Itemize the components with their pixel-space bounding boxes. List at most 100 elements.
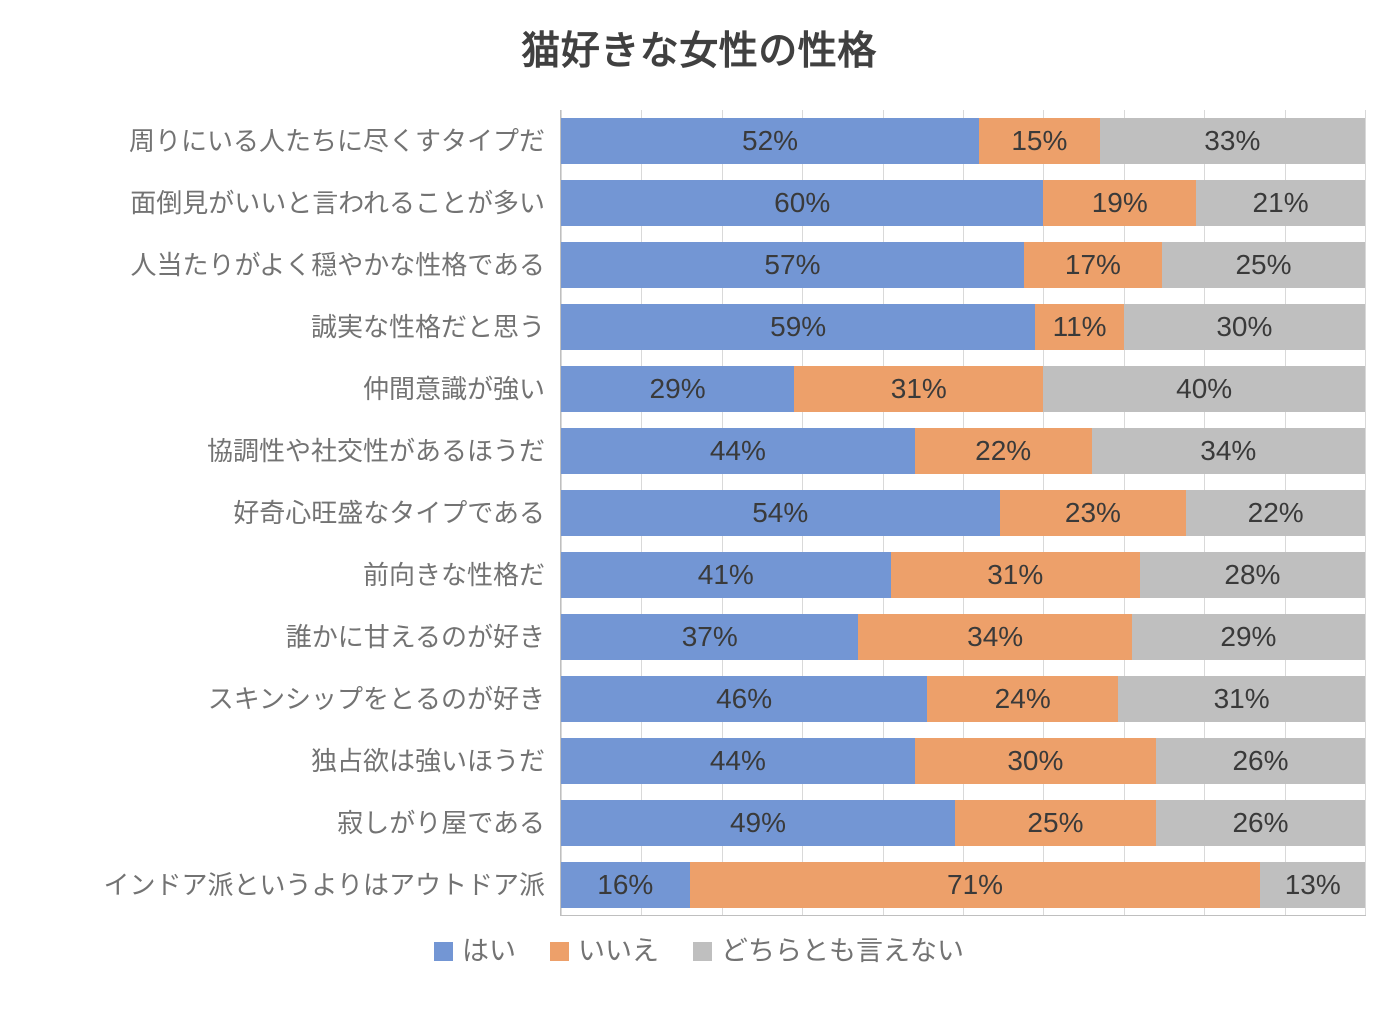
bar-segment: 31%: [794, 366, 1044, 412]
bar-value-label: 13%: [1284, 869, 1341, 900]
bar-value-label: 15%: [1011, 125, 1068, 156]
bar-segment: 11%: [1035, 304, 1124, 350]
stacked-bar: 16% 71% 13%: [561, 862, 1365, 908]
chart-legend: はい いいえ どちらとも言えない: [0, 938, 1398, 965]
stacked-bar: 46% 24% 31%: [561, 676, 1365, 722]
category-label: 人当たりがよく穏やかな性格である: [130, 250, 545, 280]
legend-label: どちらとも言えない: [721, 936, 964, 966]
bar-value-label: 25%: [1235, 249, 1292, 280]
plot-area: 周りにいる人たちに尽くすタイプだ 52% 15% 33% 面倒見がいいと言われることが多…: [0, 110, 1398, 916]
bar-segment: 29%: [561, 366, 795, 412]
bar-value-label: 60%: [774, 187, 831, 218]
stacked-bar: 44% 30% 26%: [561, 738, 1365, 784]
bar-row: インドア派というよりはアウトドア派 16% 71% 13%: [0, 862, 1398, 924]
bar-value-label: 37%: [681, 621, 738, 652]
bar-segment: 34%: [858, 614, 1132, 660]
bar-value-label: 22%: [1247, 497, 1304, 528]
bar-row: 人当たりがよく穏やかな性格である 57% 17% 25%: [0, 242, 1398, 304]
category-label: 仲間意識が強い: [362, 374, 545, 404]
legend-swatch-icon: [550, 942, 569, 961]
bar-value-label: 34%: [967, 621, 1024, 652]
bar-segment: 29%: [1131, 614, 1365, 660]
bar-row: 仲間意識が強い 29% 31% 40%: [0, 366, 1398, 428]
bar-value-label: 25%: [1027, 807, 1084, 838]
stacked-bar: 44% 22% 34%: [561, 428, 1365, 474]
category-label: 誠実な性格だと思う: [310, 312, 545, 342]
bar-value-label: 11%: [1052, 311, 1107, 342]
bar-segment: 46%: [561, 676, 928, 722]
category-label: インドア派というよりはアウトドア派: [103, 870, 545, 900]
bar-value-label: 22%: [975, 435, 1032, 466]
bar-segment: 54%: [561, 490, 1000, 536]
bar-value-label: 41%: [697, 559, 754, 590]
bar-row: 周りにいる人たちに尽くすタイプだ 52% 15% 33%: [0, 118, 1398, 180]
bar-value-label: 40%: [1176, 373, 1233, 404]
bar-segment: 44%: [561, 428, 915, 474]
bar-segment: 30%: [1123, 304, 1365, 350]
bar-segment: 25%: [954, 800, 1156, 846]
legend-label: はい: [462, 936, 516, 966]
bar-value-label: 26%: [1232, 807, 1289, 838]
bar-segment: 28%: [1139, 552, 1365, 598]
category-label: 寂しがり屋である: [337, 808, 545, 838]
bar-segment: 23%: [999, 490, 1187, 536]
bar-segment: 17%: [1023, 242, 1162, 288]
bar-segment: 71%: [689, 862, 1261, 908]
legend-item[interactable]: いいえ: [550, 938, 659, 965]
bar-segment: 15%: [979, 118, 1100, 164]
category-label: 独占欲は強いほうだ: [310, 746, 545, 776]
bar-row: 誠実な性格だと思う 59% 11% 30%: [0, 304, 1398, 366]
bar-value-label: 44%: [709, 435, 766, 466]
bar-value-label: 31%: [1213, 683, 1270, 714]
bar-segment: 60%: [561, 180, 1044, 226]
bar-value-label: 19%: [1091, 187, 1148, 218]
bar-value-label: 29%: [649, 373, 706, 404]
bar-value-label: 21%: [1252, 187, 1309, 218]
stacked-bar: 54% 23% 22%: [561, 490, 1365, 536]
bar-segment: 22%: [914, 428, 1092, 474]
bar-segment: 16%: [561, 862, 690, 908]
category-label: 誰かに甘えるのが好き: [285, 622, 545, 652]
bar-segment: 33%: [1099, 118, 1365, 164]
legend-label: いいえ: [578, 936, 659, 966]
category-label: 好奇心旺盛なタイプである: [233, 498, 545, 528]
chart-title: 猫好きな女性の性格: [521, 30, 877, 73]
bar-value-label: 29%: [1220, 621, 1277, 652]
bar-segment: 24%: [927, 676, 1119, 722]
category-label: スキンシップをとるのが好き: [207, 684, 545, 714]
bar-row: 好奇心旺盛なタイプである 54% 23% 22%: [0, 490, 1398, 552]
stacked-bar: 57% 17% 25%: [561, 242, 1365, 288]
bar-value-label: 46%: [716, 683, 773, 714]
legend-swatch-icon: [434, 942, 453, 961]
x-axis-line: [561, 915, 1366, 916]
bar-segment: 59%: [561, 304, 1036, 350]
bar-value-label: 44%: [709, 745, 766, 776]
bar-segment: 19%: [1043, 180, 1197, 226]
y-axis-line: [560, 110, 561, 916]
bar-value-label: 16%: [597, 869, 654, 900]
bar-segment: 31%: [890, 552, 1140, 598]
bar-value-label: 31%: [890, 373, 947, 404]
bar-row: 面倒見がいいと言われることが多い 60% 19% 21%: [0, 180, 1398, 242]
bar-row: スキンシップをとるのが好き 46% 24% 31%: [0, 676, 1398, 738]
bar-segment: 31%: [1118, 676, 1365, 722]
bar-segment: 21%: [1196, 180, 1365, 226]
bar-value-label: 23%: [1064, 497, 1121, 528]
category-label: 面倒見がいいと言われることが多い: [130, 188, 545, 218]
bar-segment: 30%: [914, 738, 1156, 784]
bar-segment: 41%: [561, 552, 891, 598]
legend-item[interactable]: どちらとも言えない: [693, 938, 964, 965]
bar-value-label: 30%: [1216, 311, 1273, 342]
bar-value-label: 33%: [1204, 125, 1261, 156]
bar-row: 前向きな性格だ 41% 31% 28%: [0, 552, 1398, 614]
bar-row: 独占欲は強いほうだ 44% 30% 26%: [0, 738, 1398, 800]
bar-segment: 52%: [561, 118, 980, 164]
bar-row: 協調性や社交性があるほうだ 44% 22% 34%: [0, 428, 1398, 490]
bar-segment: 49%: [561, 800, 955, 846]
bar-value-label: 31%: [987, 559, 1044, 590]
legend-item[interactable]: はい: [434, 938, 516, 965]
stacked-bar: 52% 15% 33%: [561, 118, 1365, 164]
bar-value-label: 26%: [1232, 745, 1289, 776]
bar-value-label: 34%: [1200, 435, 1257, 466]
bar-segment: 22%: [1186, 490, 1365, 536]
